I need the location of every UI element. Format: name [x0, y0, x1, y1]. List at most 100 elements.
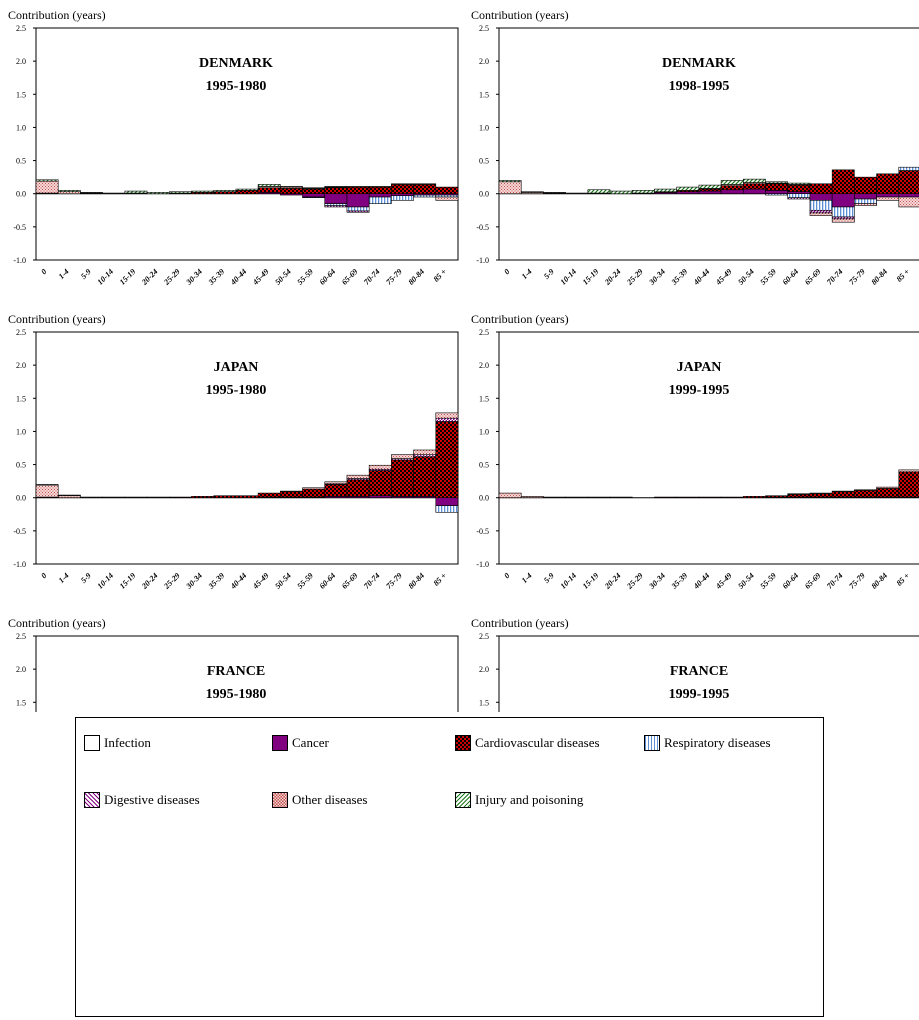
bar-segment: [302, 188, 326, 195]
bar-segment: [257, 187, 281, 193]
bar-segment: [257, 492, 281, 498]
bar-segment: [80, 496, 103, 499]
bar-segment: [898, 170, 919, 195]
bar-segment: [743, 183, 766, 190]
x-tick-label: 55-59: [295, 571, 315, 591]
bar-segment: [854, 489, 877, 491]
x-tick-label: 40-44: [691, 267, 711, 287]
bar-segment: [676, 496, 700, 499]
x-tick-label: 45-49: [713, 267, 733, 287]
bar-segment: [898, 471, 919, 498]
x-tick-label: 60-64: [318, 571, 338, 591]
x-tick-label: 30-34: [647, 267, 667, 287]
bar-segment: [787, 184, 811, 193]
y-tick-label: 1.5: [479, 394, 489, 403]
bar-segment: [876, 486, 900, 489]
bar-segment: [302, 488, 326, 498]
bar-segment: [809, 200, 833, 211]
y-axis-label: Contribution (years): [471, 8, 569, 22]
y-tick-label: 2.5: [479, 632, 489, 641]
x-tick-label: 15-19: [581, 267, 601, 287]
bar-segment: [191, 190, 214, 193]
y-tick-label: 1.0: [479, 123, 489, 132]
bar-segment: [898, 193, 919, 198]
bar-segment: [391, 454, 414, 459]
x-tick-label: 65-69: [340, 267, 360, 287]
x-tick-label: 5-9: [79, 267, 93, 281]
bar-segment: [854, 198, 877, 204]
x-tick-label: 1-4: [57, 571, 71, 585]
plot-area: [498, 331, 919, 565]
x-tick-label: 10-14: [96, 267, 116, 287]
x-tick-label: 60-64: [318, 267, 338, 287]
bar-segment: [368, 186, 392, 195]
y-tick-label: 2.0: [16, 361, 26, 370]
bar-segment: [565, 192, 589, 195]
x-tick-label: 40-44: [691, 571, 711, 591]
bar-segment: [368, 193, 392, 198]
x-tick-label: 50-54: [273, 571, 293, 591]
x-tick-label: 60-64: [781, 571, 801, 591]
bar-segment: [543, 496, 566, 499]
x-tick-label: 85 +: [895, 267, 912, 284]
bar-segment: [809, 493, 833, 498]
x-tick-label: 10-14: [559, 267, 579, 287]
bar-segment: [831, 490, 855, 493]
x-tick-label: 80-84: [407, 267, 427, 287]
bar-segment: [654, 188, 677, 193]
y-tick-label: 0.5: [16, 157, 26, 166]
y-tick-label: 0.5: [16, 461, 26, 470]
y-tick-label: 2.5: [16, 632, 26, 641]
x-tick-label: 75-79: [847, 571, 867, 591]
bar-segment: [809, 209, 833, 214]
x-tick-label: 30-34: [184, 571, 204, 591]
y-tick-label: -1.0: [476, 560, 489, 569]
plot-area: [35, 635, 459, 712]
bar-segment: [302, 193, 326, 198]
bar-segment: [876, 193, 900, 198]
bar-segment: [280, 490, 303, 493]
bar-segment: [809, 212, 833, 216]
bar-segment: [368, 470, 392, 497]
bar-segment: [787, 197, 811, 200]
x-tick-label: 35-39: [206, 571, 226, 591]
x-tick-label: 60-64: [781, 267, 801, 287]
chart-panel: Contribution (years)2.52.01.51.00.50.0-0…: [8, 616, 459, 712]
bar-segment: [743, 178, 766, 183]
bar-segment: [854, 193, 877, 200]
bar-segment: [302, 487, 326, 490]
bar-segment: [854, 176, 877, 195]
bar-segment: [609, 496, 633, 499]
bar-segment: [809, 193, 833, 201]
chart-subtitle: 1995-1980: [206, 79, 267, 94]
x-tick-label: 20-24: [139, 267, 159, 287]
bar-segment: [543, 192, 566, 194]
x-tick-label: 15-19: [118, 571, 138, 591]
legend-item-injury: Injury and poisoning: [455, 792, 583, 808]
bar-segment: [324, 193, 348, 204]
bar-segment: [413, 456, 437, 497]
x-tick-label: 10-14: [559, 571, 579, 591]
bar-segment: [787, 493, 811, 495]
x-tick-label: 0: [39, 571, 48, 580]
legend-label: Other diseases: [292, 792, 368, 807]
y-tick-label: -0.5: [476, 223, 489, 232]
bar-segment: [765, 181, 789, 184]
bar-segment: [302, 187, 326, 189]
bar-segment: [213, 495, 237, 499]
x-tick-label: 75-79: [384, 571, 404, 591]
bar-segment: [435, 412, 459, 419]
bar-segment: [435, 497, 459, 506]
x-tick-label: 5-9: [542, 571, 556, 585]
bar-segment: [346, 186, 370, 188]
x-tick-label: 35-39: [206, 267, 226, 287]
bar-segment: [391, 183, 414, 185]
bar-segment: [346, 193, 370, 208]
chart-subtitle: 1998-1995: [669, 79, 730, 94]
x-tick-label: 45-49: [250, 267, 270, 287]
bar-segment: [720, 189, 744, 195]
charts-area: Contribution (years) 2.5 2.0 1.5 1.0 0.5 0.0 -0…: [8, 8, 919, 712]
y-tick-label: 0.0: [479, 190, 489, 199]
bar-segment: [413, 184, 437, 195]
x-tick-label: 1-4: [520, 571, 534, 585]
